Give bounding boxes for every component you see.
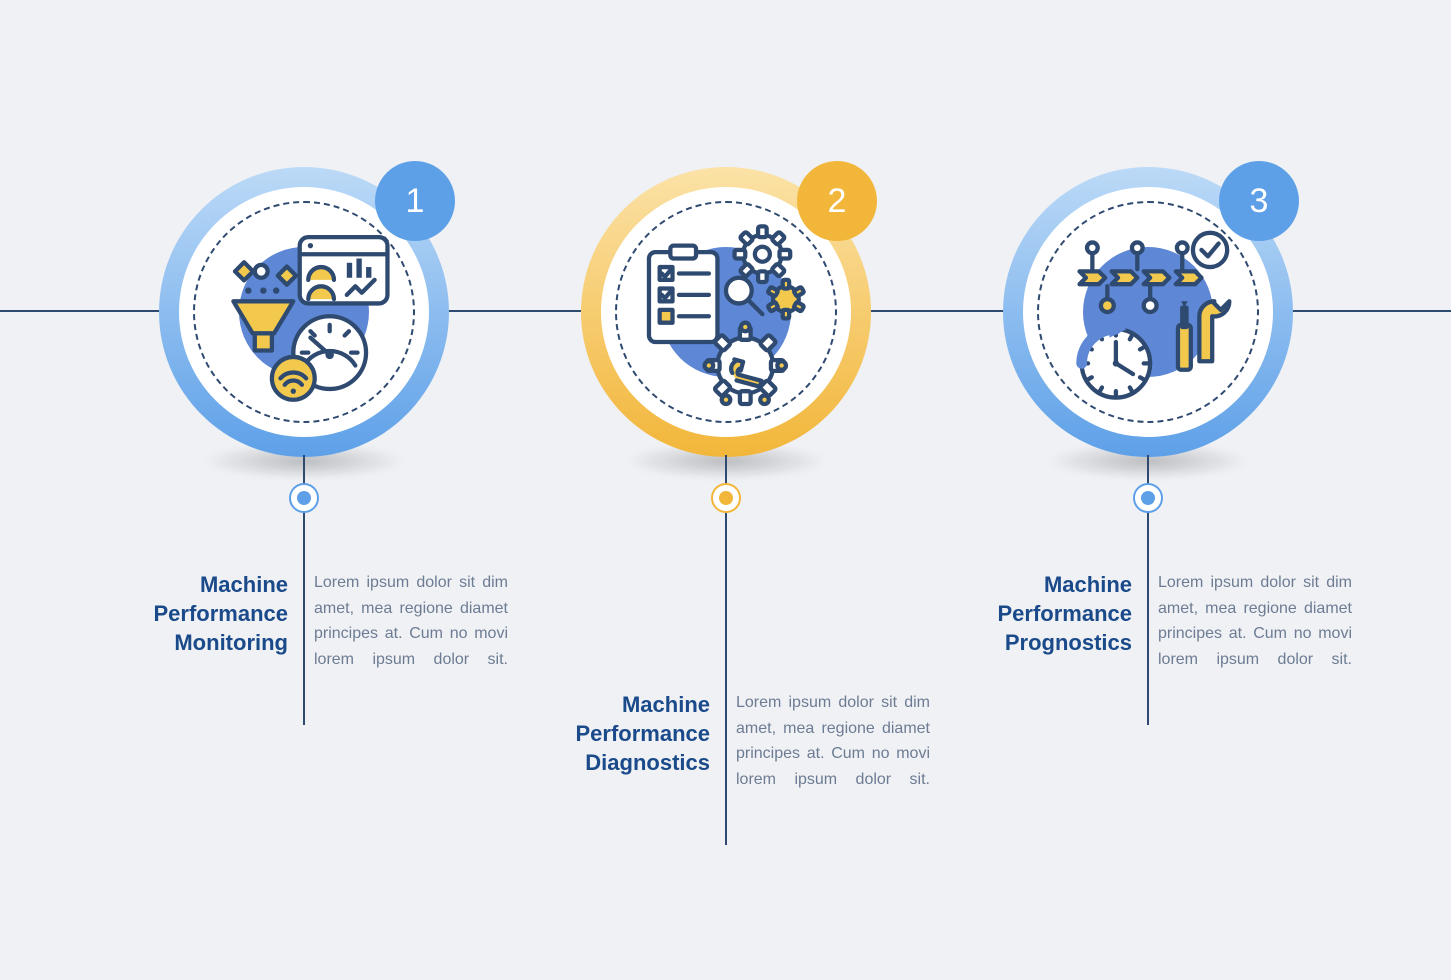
- step-circle-3: 3: [1003, 167, 1293, 457]
- column-1: 1 Machine Performance Monitoring Lorem ips…: [100, 0, 508, 980]
- title-line: Performance: [153, 601, 288, 626]
- monitoring-icon: [197, 205, 411, 419]
- connector-dot-inner: [297, 491, 311, 505]
- title-line: Machine: [200, 572, 288, 597]
- step-title: Machine Performance Diagnostics: [522, 690, 710, 792]
- step-body: Lorem ipsum dolor sit dim amet, mea regi…: [1158, 570, 1352, 672]
- step-number-badge: 3: [1219, 161, 1299, 241]
- text-block-2: Machine Performance Diagnostics Lorem ipsu…: [522, 690, 930, 792]
- column-2: 2 Machine Performance Diagnostics Lorem ip…: [522, 0, 930, 980]
- step-number: 2: [828, 182, 847, 221]
- step-circle-2: 2: [581, 167, 871, 457]
- title-line: Prognostics: [1005, 630, 1132, 655]
- title-line: Machine: [1044, 572, 1132, 597]
- step-circle-1: 1: [159, 167, 449, 457]
- step-number: 1: [406, 182, 425, 221]
- step-body: Lorem ipsum dolor sit dim amet, mea regi…: [736, 690, 930, 792]
- title-line: Performance: [575, 721, 710, 746]
- title-line: Monitoring: [174, 630, 288, 655]
- text-block-1: Machine Performance Monitoring Lorem ipsum…: [100, 570, 508, 672]
- step-number-badge: 2: [797, 161, 877, 241]
- connector-dot: [289, 483, 319, 513]
- connector-dot-inner: [719, 491, 733, 505]
- prognostics-icon: [1041, 205, 1255, 419]
- connector-dot: [711, 483, 741, 513]
- step-number-badge: 1: [375, 161, 455, 241]
- title-line: Diagnostics: [585, 750, 710, 775]
- connector-dot: [1133, 483, 1163, 513]
- step-number: 3: [1250, 182, 1269, 221]
- connector-dot-inner: [1141, 491, 1155, 505]
- infographic-stage: 1 Machine Performance Monitoring Lorem ips…: [0, 0, 1451, 980]
- step-body: Lorem ipsum dolor sit dim amet, mea regi…: [314, 570, 508, 672]
- text-block-3: Machine Performance Prognostics Lorem ipsu…: [944, 570, 1352, 672]
- diagnostics-icon: [619, 205, 833, 419]
- title-line: Performance: [997, 601, 1132, 626]
- step-title: Machine Performance Prognostics: [944, 570, 1132, 672]
- title-line: Machine: [622, 692, 710, 717]
- column-3: 3 Machine Performance Prognostics Lorem ip…: [944, 0, 1352, 980]
- step-title: Machine Performance Monitoring: [100, 570, 288, 672]
